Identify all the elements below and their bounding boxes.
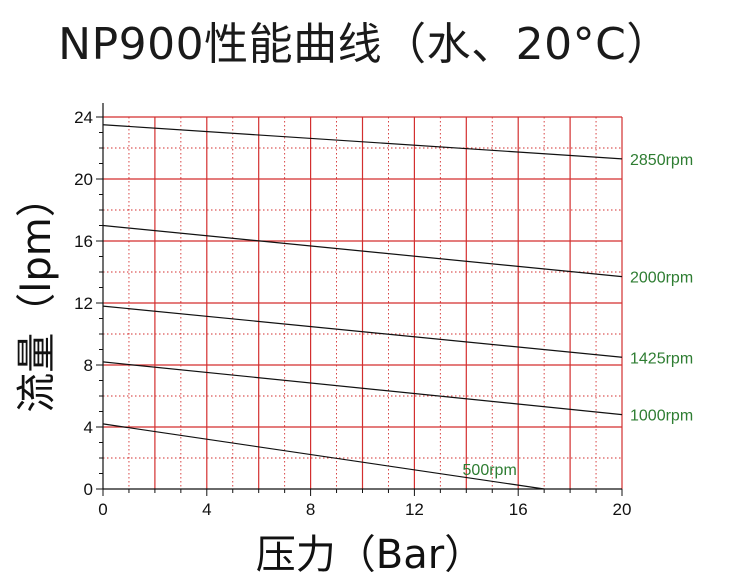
series-label-1000rpm: 1000rpm (630, 408, 693, 425)
y-tick-label: 16 (74, 232, 93, 251)
axes (96, 103, 623, 496)
series-line-500rpm (102, 423, 545, 490)
grid (103, 116, 623, 489)
series-label-1425rpm: 1425rpm (630, 350, 693, 367)
series-line-2000rpm (102, 224, 623, 278)
series-line-2850rpm (102, 124, 623, 160)
series-labels: 2850rpm 2000rpm 1425rpm 1000rpm 500rpm (463, 152, 694, 479)
x-axis-label: 压力（Bar） (256, 532, 484, 578)
x-tick-label: 16 (509, 500, 528, 519)
chart-title: NP900性能曲线（水、20°C） (58, 19, 671, 70)
x-tick-label: 12 (405, 500, 424, 519)
series-lines (102, 124, 623, 490)
series-line-1425rpm (102, 305, 623, 358)
series-label-2850rpm: 2850rpm (630, 152, 693, 169)
x-tick-label: 4 (202, 500, 211, 519)
y-tick-label: 24 (74, 108, 93, 127)
y-tick-label: 8 (84, 356, 93, 375)
x-tick-label: 0 (98, 500, 107, 519)
y-tick-label: 20 (74, 170, 93, 189)
x-tick-label: 8 (306, 500, 315, 519)
series-label-2000rpm: 2000rpm (630, 270, 693, 287)
x-tick-label: 20 (613, 500, 632, 519)
tick-labels: 0 4 8 12 16 20 24 0 4 8 12 16 20 (74, 108, 631, 519)
series-label-500rpm: 500rpm (463, 462, 517, 479)
y-axis-label: 流量（lpm） (14, 177, 60, 412)
y-tick-label: 4 (84, 418, 93, 437)
series-line-1000rpm (102, 361, 623, 416)
y-tick-label: 0 (84, 480, 93, 499)
y-tick-label: 12 (74, 294, 93, 313)
